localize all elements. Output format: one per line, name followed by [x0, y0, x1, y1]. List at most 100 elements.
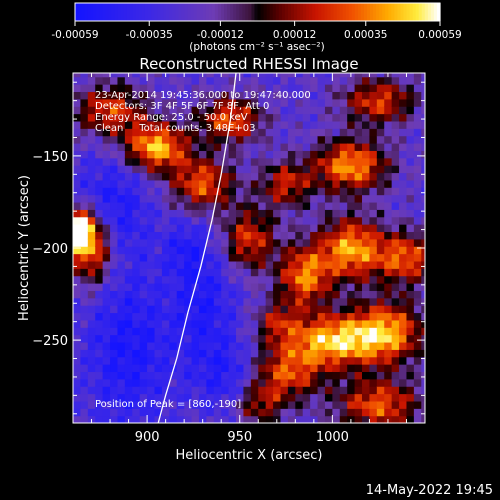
heatmap-cell	[413, 157, 422, 166]
heatmap-cell	[421, 268, 425, 277]
heatmap-cell	[295, 113, 304, 122]
heatmap-cell	[206, 84, 215, 93]
heatmap-cell	[206, 106, 215, 115]
heatmap-cell	[317, 246, 326, 255]
colorbar-cell	[272, 3, 277, 21]
colorbar-cell	[257, 3, 262, 21]
heatmap-cell	[310, 128, 319, 137]
heatmap-cell	[184, 135, 193, 144]
heatmap-cell	[376, 157, 385, 166]
heatmap-cell	[213, 341, 222, 350]
heatmap-cell	[191, 216, 200, 225]
heatmap-cell	[191, 120, 200, 129]
heatmap-cell	[169, 341, 178, 350]
heatmap-cell	[221, 312, 230, 321]
heatmap-cell	[310, 356, 319, 365]
heatmap-cell	[243, 231, 252, 240]
heatmap-cell	[80, 150, 89, 159]
heatmap-cell	[221, 73, 230, 78]
heatmap-cell	[384, 157, 393, 166]
colorbar-cell	[409, 3, 414, 21]
heatmap-cell	[399, 157, 408, 166]
heatmap-cell	[213, 319, 222, 328]
heatmap-cell	[413, 73, 422, 78]
heatmap-cell	[273, 297, 282, 306]
heatmap-cell	[332, 224, 341, 233]
heatmap-cell	[362, 319, 371, 328]
heatmap-cell	[369, 194, 378, 203]
heatmap-cell	[213, 415, 222, 423]
heatmap-cell	[250, 128, 259, 137]
heatmap-cell	[295, 334, 304, 343]
heatmap-cell	[302, 106, 311, 115]
heatmap-cell	[295, 319, 304, 328]
heatmap-cell	[80, 290, 89, 299]
heatmap-cell	[176, 120, 185, 129]
heatmap-cell	[354, 76, 363, 85]
heatmap-cell	[110, 201, 119, 210]
heatmap-cell	[273, 194, 282, 203]
colorbar-tick-label: 0.00012	[273, 29, 316, 41]
heatmap-cell	[176, 98, 185, 107]
heatmap-cell	[273, 135, 282, 144]
heatmap-cell	[324, 371, 333, 380]
heatmap-cell	[287, 165, 296, 174]
heatmap-cell	[110, 120, 119, 129]
heatmap-cell	[161, 283, 170, 291]
heatmap-cell	[354, 371, 363, 380]
heatmap-cell	[176, 349, 185, 358]
heatmap-cell	[184, 91, 193, 100]
heatmap-cell	[117, 209, 126, 218]
heatmap-cell	[369, 319, 378, 328]
heatmap-cell	[87, 408, 96, 417]
heatmap-cell	[184, 371, 193, 380]
heatmap-cell	[169, 334, 178, 343]
heatmap-cell	[413, 84, 422, 93]
heatmap-cell	[250, 135, 259, 144]
heatmap-cell	[161, 393, 170, 402]
heatmap-cell	[339, 364, 348, 373]
heatmap-cell	[406, 364, 415, 373]
heatmap-cell	[391, 143, 400, 151]
heatmap-cell	[354, 231, 363, 240]
heatmap-cell	[421, 290, 425, 299]
heatmap-cell	[221, 290, 230, 299]
heatmap-cell	[317, 172, 326, 181]
heatmap-cell	[154, 194, 163, 203]
heatmap-cell	[169, 290, 178, 299]
heatmap-cell	[221, 400, 230, 409]
heatmap-cell	[102, 224, 111, 233]
heatmap-cell	[280, 187, 289, 196]
colorbar-cell	[227, 3, 231, 21]
heatmap-cell	[265, 290, 274, 299]
heatmap-cell	[332, 179, 341, 188]
heatmap-cell	[176, 246, 185, 255]
heatmap-cell	[310, 150, 319, 159]
heatmap-cell	[198, 224, 207, 233]
heatmap-cell	[95, 327, 104, 336]
heatmap-cell	[324, 349, 333, 358]
heatmap-cell	[384, 260, 393, 269]
heatmap-cell	[124, 312, 133, 321]
heatmap-cell	[354, 157, 363, 166]
heatmap-cell	[124, 393, 133, 402]
heatmap-cell	[169, 224, 178, 233]
heatmap-cell	[117, 334, 126, 343]
heatmap-cell	[347, 165, 356, 174]
heatmap-cell	[206, 290, 215, 299]
heatmap-cell	[250, 393, 259, 402]
heatmap-cell	[265, 73, 274, 78]
colorbar-cell	[144, 3, 149, 21]
heatmap-cell	[376, 209, 385, 218]
heatmap-cell	[80, 400, 89, 409]
heatmap-cell	[95, 106, 104, 115]
heatmap-cell	[198, 364, 207, 373]
colorbar-cell	[345, 3, 350, 21]
heatmap-cell	[280, 113, 289, 122]
heatmap-cell	[273, 246, 282, 255]
heatmap-cell	[154, 283, 163, 291]
heatmap-cell	[87, 187, 96, 196]
heatmap-cell	[191, 209, 200, 218]
colorbar-cell	[412, 3, 417, 21]
heatmap-cell	[206, 73, 215, 78]
